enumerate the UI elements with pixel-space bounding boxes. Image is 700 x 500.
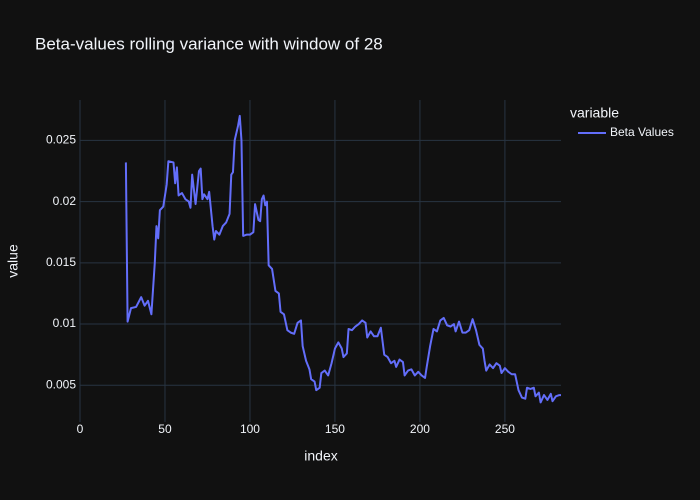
y-tick-label: 0.01 (53, 316, 77, 330)
x-tick-label: 100 (240, 422, 260, 436)
x-tick-label: 50 (158, 422, 172, 436)
x-tick-label: 200 (410, 422, 430, 436)
y-tick-label: 0.025 (46, 133, 76, 147)
chart-title: Beta-values rolling variance with window… (35, 34, 383, 53)
legend-label: Beta Values (610, 125, 674, 139)
legend-title: variable (570, 105, 619, 121)
x-tick-label: 0 (77, 422, 84, 436)
x-tick-label: 250 (495, 422, 515, 436)
y-axis-title: value (5, 244, 21, 278)
y-tick-label: 0.015 (46, 255, 76, 269)
x-axis-title: index (304, 448, 337, 464)
y-tick-label: 0.02 (53, 194, 77, 208)
line (124, 114, 561, 404)
x-tick-label: 150 (325, 422, 345, 436)
y-tick-label: 0.005 (46, 377, 76, 391)
